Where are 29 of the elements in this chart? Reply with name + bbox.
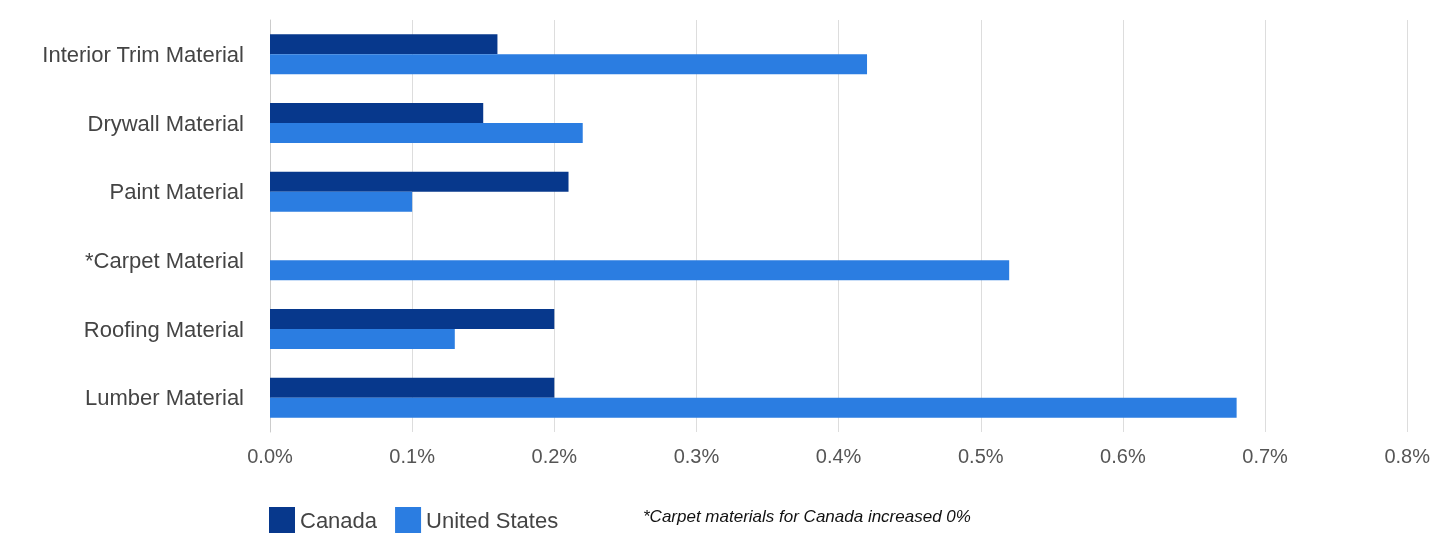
- bar: [270, 397, 1237, 418]
- bar: [270, 309, 555, 329]
- bar: [270, 329, 455, 349]
- x-tick-label: 0.2%: [531, 445, 578, 467]
- x-tick-label: 0.4%: [815, 445, 862, 467]
- y-tick-label: Interior Trim Material: [42, 41, 244, 67]
- x-tick-label: 0.6%: [1100, 445, 1146, 467]
- x-tick-label: 0.8%: [1384, 445, 1431, 467]
- y-tick-label: Paint Material: [109, 179, 244, 205]
- bar: [270, 171, 569, 192]
- x-tick-label: 0.1%: [389, 445, 436, 467]
- y-tick-label: Roofing Material: [83, 316, 244, 342]
- text: *Carpet materials for Canada increased 0%: [643, 507, 971, 526]
- x-tick-label: 0.7%: [1242, 445, 1289, 467]
- y-tick-label: Drywall Material: [87, 110, 244, 136]
- bar: [270, 260, 1010, 281]
- x-tick-label: 0.3%: [673, 445, 720, 467]
- x-tick-label: 0.0%: [247, 445, 294, 467]
- legend-label: Canada: [300, 507, 378, 533]
- y-tick-label: Lumber Material: [85, 385, 244, 411]
- x-tick-label: 0.5%: [957, 445, 1004, 467]
- bar: [270, 34, 498, 55]
- legend-label: United States: [426, 507, 559, 533]
- bar: [270, 377, 555, 398]
- bar: [270, 103, 484, 123]
- bar: [270, 54, 868, 75]
- y-tick-label: *Carpet Material: [85, 247, 244, 273]
- bar: [270, 191, 413, 212]
- bar: [270, 123, 583, 143]
